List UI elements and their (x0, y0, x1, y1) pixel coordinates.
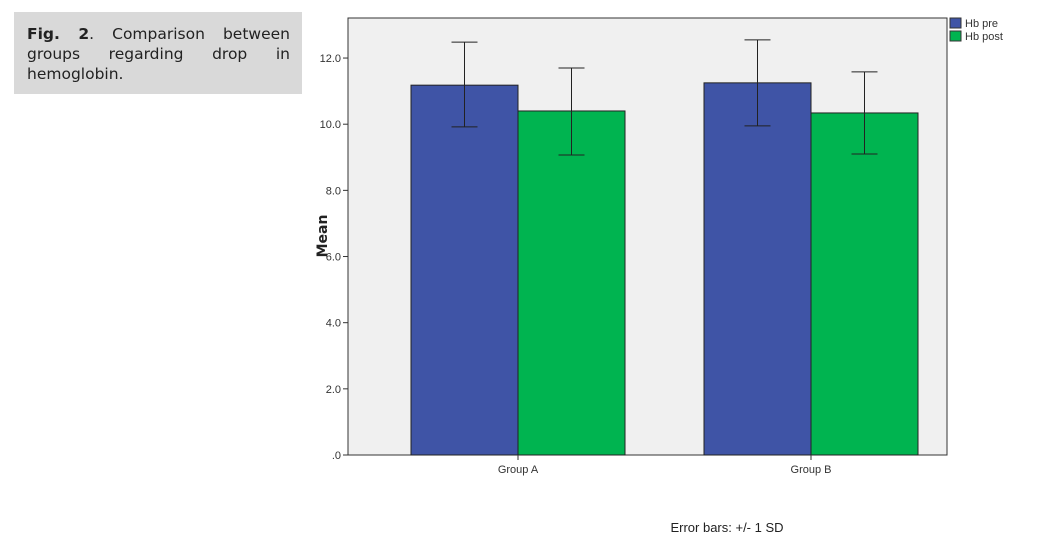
legend-swatch (949, 17, 962, 29)
bar-hb-pre (703, 82, 812, 456)
y-axis: .0 2.0 4.0 6.0 8.0 10.0 12.0 (320, 53, 348, 462)
caption-text: . Comparison between groups regarding dr… (27, 25, 290, 83)
y-tick-label: 2.0 (326, 384, 341, 396)
bar-hb-post (810, 112, 919, 456)
y-tick-label: .0 (332, 450, 341, 462)
footnote: Error bars: +/- 1 SD (670, 520, 783, 535)
figure-caption: Fig. 2. Comparison between groups regard… (14, 12, 302, 94)
y-axis-label: Mean (315, 215, 331, 258)
bar-hb-post (517, 110, 626, 456)
y-tick-label: 6.0 (326, 252, 341, 264)
bar-hb-pre (410, 84, 519, 456)
y-tick-label: 4.0 (326, 318, 341, 330)
y-tick-label: 12.0 (320, 53, 341, 65)
caption-label: Fig. 2 (27, 25, 90, 43)
y-tick-label: 8.0 (326, 185, 341, 197)
x-tick-label: Group A (498, 464, 539, 476)
legend-label: Hb pre (965, 18, 998, 30)
y-tick-label: 10.0 (320, 119, 341, 131)
bars (410, 39, 919, 456)
legend-swatch (949, 30, 962, 42)
legend-label: Hb post (965, 31, 1003, 43)
x-axis: Group A Group B (498, 455, 832, 476)
x-tick-label: Group B (791, 464, 832, 476)
